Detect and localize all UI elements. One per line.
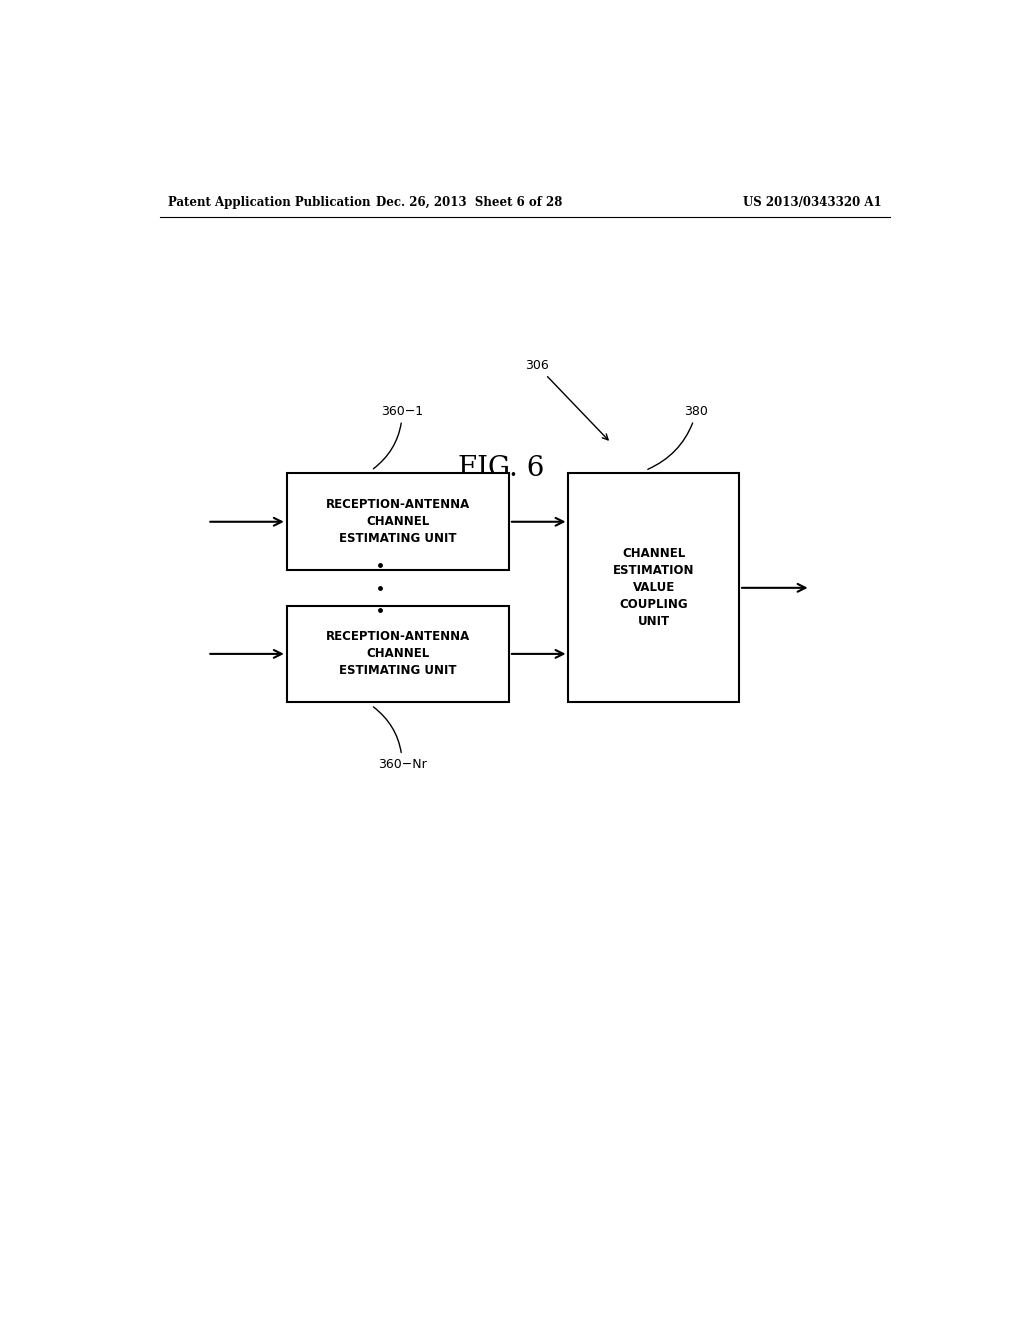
Text: RECEPTION-ANTENNA
CHANNEL
ESTIMATING UNIT: RECEPTION-ANTENNA CHANNEL ESTIMATING UNI… <box>326 631 470 677</box>
Bar <box>287 606 509 702</box>
Text: 360−Nr: 360−Nr <box>374 708 427 771</box>
Text: CHANNEL
ESTIMATION
VALUE
COUPLING
UNIT: CHANNEL ESTIMATION VALUE COUPLING UNIT <box>613 548 694 628</box>
Text: US 2013/0343320 A1: US 2013/0343320 A1 <box>743 195 882 209</box>
Text: RECEPTION-ANTENNA
CHANNEL
ESTIMATING UNIT: RECEPTION-ANTENNA CHANNEL ESTIMATING UNI… <box>326 498 470 545</box>
Bar <box>568 474 739 702</box>
Text: FIG. 6: FIG. 6 <box>458 455 544 482</box>
Text: 306: 306 <box>525 359 608 440</box>
Text: 360−1: 360−1 <box>374 405 423 469</box>
Text: Patent Application Publication: Patent Application Publication <box>168 195 371 209</box>
Text: Dec. 26, 2013  Sheet 6 of 28: Dec. 26, 2013 Sheet 6 of 28 <box>376 195 562 209</box>
Text: 380: 380 <box>648 405 709 470</box>
Bar <box>287 474 509 570</box>
